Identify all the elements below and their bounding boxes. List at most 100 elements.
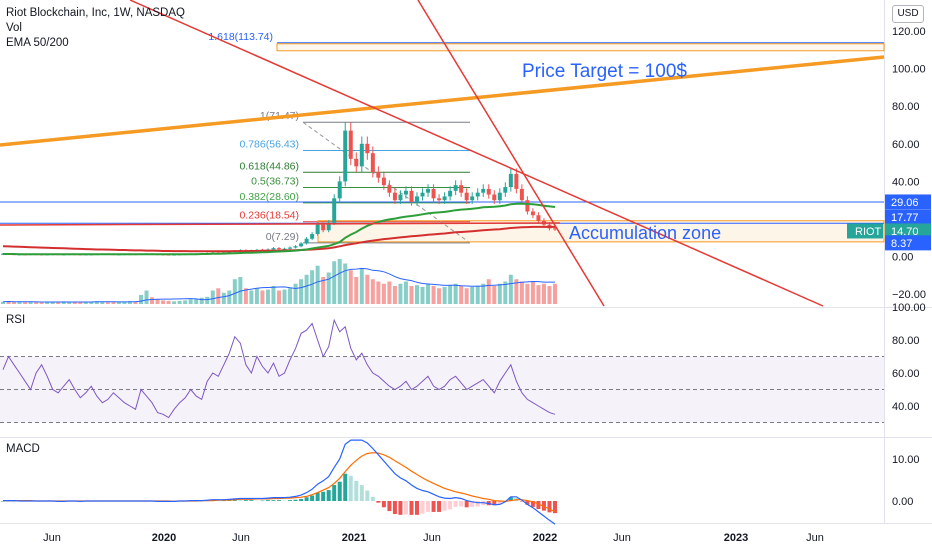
macd-histogram-bar bbox=[392, 501, 397, 515]
fib-level-label: 0.618(44.86) bbox=[239, 160, 299, 172]
ema-indicator-label[interactable]: EMA 50/200 bbox=[6, 37, 69, 49]
macd-histogram-bar bbox=[321, 491, 326, 501]
volume-bar bbox=[216, 288, 221, 304]
volume-bar bbox=[194, 298, 199, 304]
macd-histogram-bar bbox=[343, 473, 348, 501]
symbol-title[interactable]: Riot Blockchain, Inc, 1W, NASDAQ bbox=[6, 7, 185, 19]
currency-button[interactable]: USD bbox=[892, 5, 924, 23]
volume-bar bbox=[508, 274, 513, 304]
candle-body bbox=[426, 188, 431, 193]
price-axis-tick: −20.00 bbox=[892, 289, 926, 301]
volume-bar bbox=[470, 286, 475, 304]
volume-bar bbox=[61, 301, 66, 304]
macd-histogram-bar bbox=[376, 501, 381, 503]
volume-bar bbox=[403, 281, 408, 304]
volume-bar bbox=[150, 297, 155, 304]
candle-body bbox=[442, 196, 447, 201]
volume-bar bbox=[34, 302, 39, 304]
time-axis-label: 2020 bbox=[152, 532, 176, 544]
volume-bar bbox=[133, 301, 138, 304]
volume-bar bbox=[83, 302, 88, 304]
macd-histogram-bar bbox=[299, 498, 304, 501]
candle-body bbox=[299, 243, 304, 247]
macd-axis-tick: 0.00 bbox=[892, 496, 913, 508]
candle-body bbox=[359, 143, 364, 167]
macd-histogram-bar bbox=[337, 481, 342, 501]
volume-bar bbox=[6, 301, 11, 304]
red-downtrend-line bbox=[129, 0, 824, 307]
macd-histogram-bar bbox=[359, 485, 364, 501]
volume-bar bbox=[348, 270, 353, 304]
macd-histogram-bar bbox=[326, 490, 331, 501]
macd-histogram-bar bbox=[348, 475, 353, 501]
candle-body bbox=[321, 224, 326, 231]
macd-histogram-bar bbox=[426, 501, 431, 512]
volume-bar bbox=[370, 279, 375, 304]
macd-histogram-bar bbox=[365, 490, 370, 501]
time-axis-label: 2022 bbox=[533, 532, 557, 544]
macd-pane-title[interactable]: MACD bbox=[6, 443, 40, 455]
volume-bar bbox=[415, 285, 419, 304]
volume-bar bbox=[45, 302, 50, 304]
candle-body bbox=[437, 198, 442, 201]
macd-histogram-bar bbox=[1, 501, 5, 502]
volume-bar bbox=[122, 301, 127, 304]
volume-bar bbox=[503, 281, 508, 304]
macd-histogram-bar bbox=[265, 500, 270, 501]
price-axis-tick: 120.00 bbox=[892, 26, 926, 38]
macd-histogram-bar bbox=[519, 501, 524, 502]
volume-bar bbox=[172, 301, 177, 304]
macd-histogram-bar bbox=[288, 500, 293, 501]
candle-body bbox=[392, 192, 397, 201]
volume-bar bbox=[293, 283, 298, 304]
macd-histogram-bar bbox=[315, 492, 320, 501]
volume-bar bbox=[161, 300, 166, 304]
ema50-line bbox=[3, 202, 556, 256]
volume-bar bbox=[243, 288, 248, 304]
ticker-badge-text: RIOT bbox=[855, 226, 882, 238]
volume-bar bbox=[127, 301, 132, 304]
volume-bar bbox=[359, 268, 364, 304]
volume-bar bbox=[426, 283, 431, 304]
macd-histogram-bar bbox=[271, 500, 276, 501]
macd-histogram-bar bbox=[470, 501, 475, 507]
rsi-pane-title[interactable]: RSI bbox=[6, 314, 26, 326]
candle-body bbox=[519, 188, 524, 201]
volume-bar bbox=[56, 302, 61, 304]
volume-bar bbox=[221, 292, 226, 304]
volume-bar bbox=[28, 301, 33, 304]
candle-body bbox=[326, 222, 331, 231]
volume-bar bbox=[530, 281, 535, 304]
macd-histogram-bar bbox=[437, 501, 442, 512]
candle-body bbox=[415, 196, 419, 203]
volume-bar bbox=[475, 286, 480, 304]
candle-body bbox=[365, 143, 370, 154]
time-axis-label: Jun bbox=[613, 532, 631, 544]
chart-legend: Riot Blockchain, Inc, 1W, NASDAQ Vol EMA… bbox=[6, 6, 185, 51]
candle-body bbox=[453, 185, 458, 191]
price-target-annotation: Price Target = 100$ bbox=[522, 61, 687, 82]
price-badge-text: 14.70 bbox=[891, 226, 919, 238]
macd-histogram-bar bbox=[448, 501, 453, 510]
candle-body bbox=[376, 172, 381, 178]
red-support-line bbox=[0, 222, 561, 226]
volume-bar bbox=[72, 302, 77, 304]
candle-body bbox=[525, 200, 530, 212]
volume-indicator-label[interactable]: Vol bbox=[6, 22, 22, 34]
macd-histogram-bar bbox=[6, 501, 11, 502]
macd-histogram-bar bbox=[459, 501, 464, 507]
macd-histogram-bar bbox=[12, 501, 17, 502]
price-badge bbox=[885, 209, 931, 225]
volume-bar bbox=[105, 302, 110, 304]
volume-bar bbox=[337, 259, 342, 304]
fib-level-label: 0.382(28.60) bbox=[239, 191, 299, 203]
macd-histogram-bar bbox=[464, 501, 469, 508]
volume-bar bbox=[492, 286, 497, 304]
volume-bar bbox=[282, 289, 287, 304]
candle-body bbox=[348, 130, 353, 159]
volume-bar bbox=[437, 288, 442, 304]
volume-bar bbox=[199, 297, 204, 304]
volume-bar bbox=[94, 301, 99, 304]
volume-bar bbox=[271, 286, 276, 304]
